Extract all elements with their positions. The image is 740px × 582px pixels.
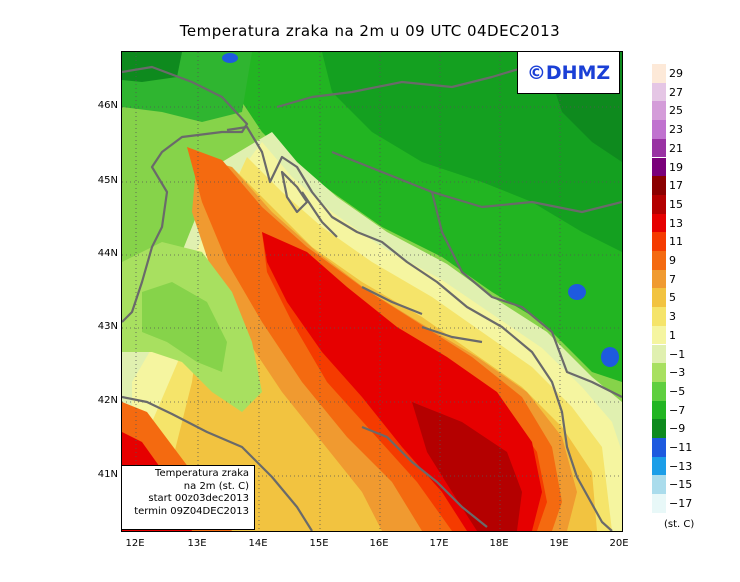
legend-label: −5 [669,384,686,398]
legend-label: 27 [669,85,683,99]
legend-swatch [652,325,666,345]
legend-swatch [652,194,666,214]
legend-swatch [652,232,666,251]
y-tick-label: 41N [97,469,118,480]
legend-label: −7 [669,403,686,417]
legend-swatch [652,176,666,195]
legend-swatch [652,157,666,177]
legend-swatch [652,213,666,233]
legend-swatch [652,82,666,102]
legend-label: 9 [669,254,676,267]
legend-label: 5 [669,291,676,305]
legend-swatch [652,381,666,401]
legend-label: 29 [669,67,683,80]
legend-label: 23 [669,123,683,137]
info-line-3: start 00z03dec2013 [148,493,249,504]
legend-label: −3 [669,366,686,380]
legend-swatch [652,101,666,121]
info-line-4: termin 09Z04DEC2013 [134,505,249,517]
x-tick-label: 15E [309,538,329,549]
y-tick-label: 42N [97,395,118,406]
dhmz-logo: ©DHMZ [517,51,620,94]
legend-swatch [652,456,666,476]
legend-label: −13 [669,459,693,473]
x-tick-label: 14E [248,538,268,549]
legend-swatch [652,494,666,513]
legend-label: −9 [669,422,686,436]
map-title: Temperatura zraka na 2m u 09 UTC 04DEC20… [179,22,561,40]
x-tick-label: 16E [369,538,389,549]
y-tick-label: 43N [97,321,118,332]
x-tick-label: 17E [429,538,449,549]
y-tick-label: 45N [97,175,118,186]
temperature-map [121,51,623,532]
legend-swatch [652,269,666,289]
legend-label: 25 [669,104,683,118]
legend-swatch [652,288,666,308]
legend-swatch [652,475,666,495]
legend-swatch [652,64,666,83]
legend-label: 7 [669,272,676,286]
legend-swatch [652,344,666,364]
legend-units: (st. C) [664,519,695,530]
legend-label: −15 [669,478,693,492]
legend-label: −11 [669,441,693,454]
legend-label: 3 [669,310,676,324]
y-tick-label: 44N [97,248,118,259]
legend-label: 19 [669,160,683,174]
legend-swatch [652,438,666,457]
x-tick-label: 18E [489,538,509,549]
legend-label: 17 [669,179,683,193]
x-tick-label: 20E [609,538,629,549]
legend-swatch [652,138,666,158]
legend-swatch [652,400,666,420]
legend-label: 11 [669,235,683,249]
info-line-1: Temperatura zraka [155,468,249,479]
legend-label: 13 [669,216,683,230]
legend-label: 1 [669,328,676,342]
temperature-field [122,52,622,531]
info-line-2: na 2m (st. C) [183,480,249,492]
x-tick-label: 13E [187,538,207,549]
info-box: Temperatura zraka na 2m (st. C) start 00… [121,465,255,530]
legend-label: −1 [669,347,686,361]
legend-swatch [652,307,666,326]
legend-label: −17 [669,497,693,511]
legend-swatch [652,120,666,139]
legend-swatch [652,363,666,382]
y-tick-label: 46N [97,100,118,111]
x-tick-label: 19E [549,538,569,549]
legend-swatch [652,251,666,270]
legend-swatch [652,419,666,438]
legend-label: 21 [669,141,683,155]
legend-label: 15 [669,197,683,211]
x-tick-label: 12E [125,538,145,549]
